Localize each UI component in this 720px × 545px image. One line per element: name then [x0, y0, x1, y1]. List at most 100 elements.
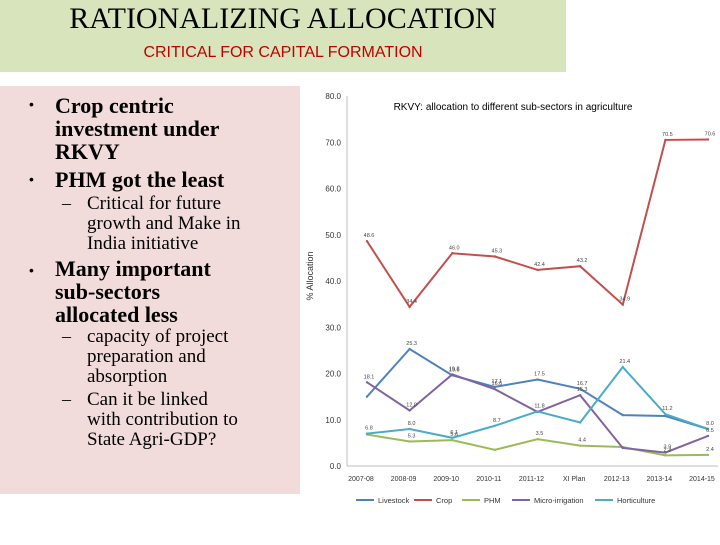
x-tick-label: 2012-13 — [604, 476, 630, 483]
data-label: 25.3 — [406, 341, 417, 347]
data-point — [451, 438, 454, 442]
data-label: 43.2 — [577, 258, 588, 264]
data-point — [578, 421, 582, 424]
data-point — [621, 303, 624, 306]
data-point — [706, 453, 710, 457]
data-point — [365, 381, 369, 384]
bullet-dot: • — [29, 96, 34, 112]
chart-title: RKVY: allocation to different sub-sector… — [394, 102, 633, 113]
data-label: 6.5 — [706, 428, 714, 434]
data-point — [408, 409, 411, 412]
sub-bullet-2-1: Critical for future growth and Make in I… — [87, 194, 241, 254]
chart-container: RKVY: allocation to different sub-sector… — [300, 76, 720, 540]
data-label: 11.8 — [534, 403, 544, 409]
data-point — [706, 427, 710, 431]
legend-label: PHM — [484, 496, 501, 505]
sub-bullet-3-1: capacity of project preparation and abso… — [87, 327, 228, 387]
data-label: 11.2 — [662, 406, 672, 412]
data-point — [493, 255, 497, 258]
data-label: 70.5 — [662, 132, 673, 138]
sub-bullet-3-1-line-2: preparation and — [87, 346, 206, 367]
bullet-panel — [0, 86, 300, 494]
data-label: 17.5 — [534, 372, 545, 378]
data-point — [365, 395, 369, 398]
sub-bullet-2-1-line-3: India initiative — [87, 233, 199, 254]
data-label: 8.0 — [706, 421, 714, 427]
slide-title: RATIONALIZING ALLOCATION — [69, 2, 497, 35]
sub-bullet-2-1-line-1: Critical for future — [87, 193, 222, 214]
bullet-1-line-1: Crop centric — [55, 93, 174, 118]
data-label: 19.8 — [449, 366, 460, 372]
x-tick-label: 2010-11 — [476, 476, 501, 483]
title-banner — [0, 0, 566, 72]
data-label: 2.3 — [664, 447, 672, 453]
data-label: 21.4 — [619, 359, 630, 365]
data-label: 16.7 — [577, 381, 588, 387]
bullet-3-line-1: Many important — [55, 256, 211, 281]
data-point — [536, 378, 539, 381]
data-point — [365, 432, 369, 435]
data-label: 15.3 — [577, 387, 588, 393]
bullet-dot: • — [29, 171, 34, 187]
y-tick-label: 0.0 — [330, 462, 342, 471]
bullet-3-line-3: allocated less — [55, 302, 178, 327]
sub-bullet-3-2-line-1: Can it be linked — [87, 389, 208, 410]
data-label: 34.9 — [619, 297, 630, 303]
y-tick-label: 60.0 — [325, 185, 341, 194]
x-tick-label: 2008-09 — [391, 476, 417, 483]
sub-bullet-3-2: Can it be linked with contribution to St… — [87, 390, 238, 450]
line-chart: RKVY: allocation to different sub-sector… — [305, 92, 718, 505]
sub-bullet-2-1-line-2: growth and Make in — [87, 213, 241, 234]
data-point — [578, 444, 582, 447]
data-point — [493, 388, 497, 391]
data-point — [408, 305, 411, 309]
data-point — [365, 240, 369, 243]
data-label: 4.4 — [578, 438, 586, 444]
data-point — [451, 436, 454, 439]
data-point — [536, 410, 539, 413]
sub-bullet-dash: – — [62, 193, 71, 213]
series-line-livestock — [366, 347, 709, 430]
x-tick-label: 2014-15 — [689, 476, 715, 483]
bullet-1-line-3: RKVY — [55, 139, 120, 164]
data-label: 2.4 — [706, 447, 714, 453]
data-label: 34.4 — [406, 299, 417, 305]
y-tick-label: 80.0 — [325, 92, 341, 101]
data-label: 42.4 — [534, 262, 545, 268]
data-label: 45.3 — [492, 248, 503, 254]
data-label: 18.1 — [364, 374, 375, 380]
data-label: 17.1 — [492, 379, 503, 385]
data-point — [536, 437, 539, 441]
x-tick-label: 2013-14 — [647, 476, 673, 483]
data-point — [664, 454, 667, 457]
data-point — [493, 448, 497, 452]
legend-label: Crop — [436, 496, 452, 505]
data-point — [664, 413, 667, 416]
data-point — [578, 387, 582, 390]
slide-subtitle: CRITICAL FOR CAPITAL FORMATION — [143, 44, 423, 61]
data-point — [578, 394, 582, 397]
data-point — [621, 365, 624, 369]
data-point — [451, 252, 454, 255]
data-label: 3.9 — [664, 445, 672, 451]
data-label: 6.8 — [365, 426, 373, 432]
sub-bullet-3-1-line-1: capacity of project — [87, 326, 229, 347]
x-tick-label: 2009-10 — [433, 476, 459, 483]
data-label: 46.0 — [449, 245, 460, 251]
data-point — [664, 451, 667, 454]
y-tick-label: 50.0 — [325, 231, 341, 240]
legend-label: Livestock — [378, 496, 410, 505]
y-tick-label: 10.0 — [325, 416, 341, 425]
data-point — [536, 268, 539, 272]
bullet-1-line-2: investment under — [55, 116, 220, 141]
y-tick-label: 40.0 — [325, 277, 341, 286]
y-tick-label: 30.0 — [325, 323, 341, 332]
bullet-2-line-1: PHM got the least — [55, 167, 225, 192]
data-point — [451, 373, 454, 376]
data-label: 8.7 — [493, 418, 501, 424]
data-label: 8.0 — [408, 421, 416, 427]
data-point — [493, 424, 497, 427]
data-point — [706, 434, 710, 438]
data-point — [706, 138, 710, 141]
series-line-crop — [366, 138, 709, 309]
